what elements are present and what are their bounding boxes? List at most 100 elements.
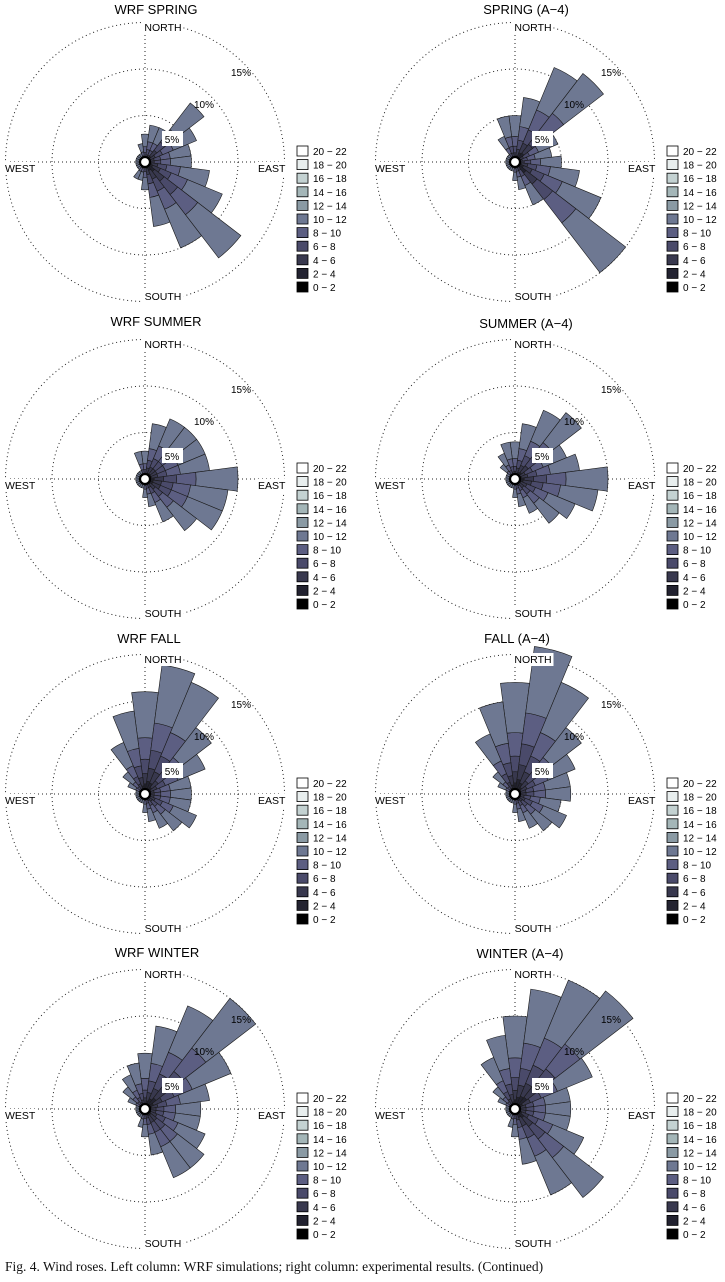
legend-label: 16 − 18: [683, 174, 717, 185]
legend: 20 − 22 18 − 20 16 − 18 14 − 16 12 − 14 10 − …: [666, 1092, 717, 1241]
legend-swatch: [296, 503, 309, 515]
calm-circle: [508, 787, 522, 801]
legend-label: 0 − 2: [683, 283, 706, 294]
legend-swatch: [296, 159, 309, 171]
legend-label: 20 − 22: [683, 147, 717, 158]
calm-circle: [508, 472, 522, 486]
south-label-bg: [142, 607, 184, 620]
ring-label-3: 15%: [601, 700, 621, 711]
legend-swatch: [296, 1187, 309, 1199]
legend-swatch: [296, 145, 309, 157]
legend-swatch: [296, 571, 309, 583]
legend-swatch: [666, 585, 679, 596]
east-label-bg: [255, 794, 289, 807]
ring-label-3: 15%: [601, 385, 621, 396]
wind-rose-panel-1: 5% 10% 15% NORTH SOUTH EAST WEST WRF SPRING 20 −…: [2, 2, 347, 303]
panel-title: WRF SPRING: [114, 2, 197, 17]
east-label: EAST: [628, 480, 656, 492]
legend-swatch: [296, 1201, 309, 1213]
legend: 20 − 22 18 − 20 16 − 18 14 − 16 12 − 14 10 − …: [666, 145, 717, 294]
south-label-bg: [512, 607, 554, 620]
legend-label: 6 − 8: [313, 874, 336, 885]
calm-circle: [508, 1102, 522, 1116]
legend-swatch: [296, 281, 309, 293]
sector-75: [144, 143, 192, 163]
legend-swatch: [296, 872, 309, 884]
legend-label: 12 − 14: [683, 833, 717, 844]
legend: 20 − 22 18 − 20 16 − 18 14 − 16 12 − 14 10 − …: [296, 145, 347, 294]
legend-swatch: [666, 530, 679, 542]
legend-label: 8 − 10: [683, 1176, 712, 1187]
ring-label-2: 10%: [564, 1047, 584, 1058]
west-label-bg: [372, 162, 406, 175]
north-label: NORTH: [144, 22, 181, 34]
south-label: SOUTH: [515, 1238, 552, 1250]
east-label-bg: [625, 162, 659, 175]
legend-swatch: [296, 900, 309, 911]
legend-swatch: [296, 1160, 309, 1172]
legend-swatch: [666, 1119, 679, 1131]
legend-label: 12 − 14: [683, 518, 717, 529]
legend-label: 14 − 16: [313, 505, 347, 516]
legend-swatch: [666, 791, 679, 802]
ring-label-box: [532, 131, 553, 146]
south-label-bg: [512, 1237, 554, 1250]
legend-swatch: [296, 1106, 309, 1117]
legend-swatch: [296, 1147, 309, 1158]
ring-label-1: 5%: [165, 452, 180, 463]
sector-135: [514, 161, 627, 274]
legend-swatch: [666, 845, 679, 857]
legend-label: 10 − 12: [683, 215, 717, 226]
east-label: EAST: [258, 480, 286, 492]
ring-label-box: [162, 1078, 183, 1093]
legend-label: 2 − 4: [683, 269, 706, 280]
legend-label: 10 − 12: [313, 532, 347, 543]
legend-label: 6 − 8: [313, 559, 336, 570]
south-label-bg: [142, 290, 184, 303]
legend: 20 − 22 18 − 20 16 − 18 14 − 16 12 − 14 10 − …: [666, 462, 717, 611]
sector-90: [514, 466, 609, 492]
legend-swatch: [296, 199, 309, 211]
figure-caption: Fig. 4. Wind roses. Left column: WRF sim…: [5, 1259, 544, 1274]
legend-label: 12 − 14: [313, 833, 347, 844]
legend-swatch: [296, 1092, 309, 1104]
sector-0: [131, 691, 159, 795]
legend-label: 18 − 20: [683, 478, 717, 489]
west-label: WEST: [5, 480, 36, 492]
sector-135: [144, 793, 183, 832]
south-label: SOUTH: [515, 291, 552, 303]
legend-swatch: [296, 1215, 309, 1226]
legend-swatch: [666, 517, 679, 528]
legend-swatch: [296, 254, 309, 266]
legend-swatch: [666, 544, 679, 555]
sector-75: [144, 1083, 210, 1110]
legend-label: 0 − 2: [683, 1230, 706, 1241]
legend-label: 8 − 10: [313, 861, 342, 872]
legend-label: 14 − 16: [683, 1135, 717, 1146]
east-label: EAST: [258, 163, 286, 175]
legend-label: 16 − 18: [313, 806, 347, 817]
legend-swatch: [666, 913, 679, 925]
north-label-bg: [142, 653, 184, 666]
legend-swatch: [296, 777, 309, 789]
ring-label-1: 5%: [535, 135, 550, 146]
ring-label-3: 15%: [231, 700, 251, 711]
panel-title: SUMMER (A−4): [479, 316, 573, 331]
panel-title: WINTER (A−4): [476, 946, 563, 961]
west-label-bg: [372, 1109, 406, 1122]
legend-label: 18 − 20: [313, 793, 347, 804]
ring-label-3: 15%: [231, 68, 251, 79]
legend-label: 10 − 12: [683, 1162, 717, 1173]
legend-swatch: [296, 913, 309, 925]
legend-label: 20 − 22: [683, 779, 717, 790]
legend-label: 14 − 16: [683, 188, 717, 199]
sector-105: [514, 478, 599, 512]
legend-swatch: [666, 872, 679, 884]
legend-label: 4 − 6: [313, 256, 336, 267]
sector-150: [144, 478, 174, 523]
legend-label: 0 − 2: [683, 915, 706, 926]
legend-label: 2 − 4: [313, 1216, 336, 1227]
legend-label: 4 − 6: [683, 256, 706, 267]
legend-swatch: [666, 240, 679, 252]
south-label: SOUTH: [145, 608, 182, 620]
